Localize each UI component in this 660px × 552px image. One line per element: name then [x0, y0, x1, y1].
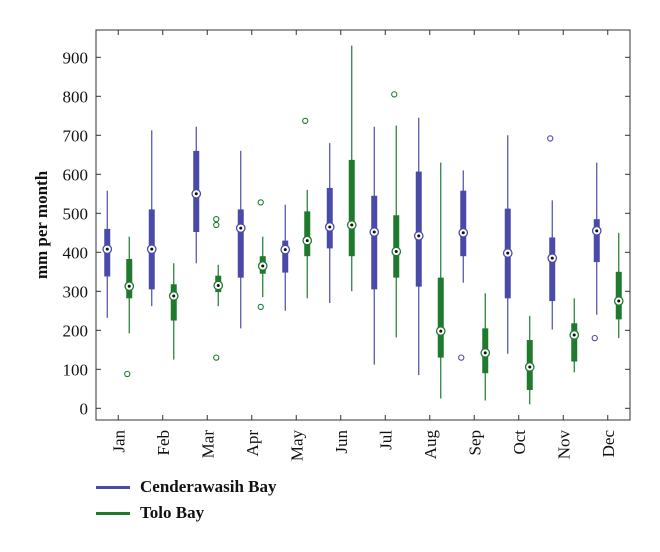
- outlier-tolo-mar: [213, 221, 220, 229]
- outlier-tolo-mar: [213, 354, 220, 361]
- outlier-cenderawasih-sep: [458, 354, 465, 361]
- box-tolo-feb: [170, 284, 177, 321]
- outlier-tolo-jan: [124, 370, 131, 378]
- median-dot-tolo-aug: [439, 329, 443, 333]
- box-tolo-jun: [348, 159, 355, 257]
- legend-swatch-tolo: [96, 511, 130, 515]
- plot-frame: [95, 29, 631, 421]
- y-tick-label: 400: [63, 243, 89, 262]
- x-tick-label-jan: Jan: [109, 430, 128, 453]
- box-cenderawasih-aug: [415, 171, 422, 287]
- x-tick-label-may: May: [287, 430, 306, 462]
- median-dot-cenderawasih-feb: [150, 247, 154, 251]
- outlier-tolo-may: [302, 117, 309, 125]
- y-tick-label: 800: [63, 87, 89, 106]
- legend-swatch-cenderawasih: [96, 485, 130, 489]
- legend-label-tolo: Tolo Bay: [140, 503, 205, 522]
- median-dot-cenderawasih-may: [283, 248, 287, 252]
- outlier-tolo-mar: [213, 215, 220, 223]
- legend-label-cenderawasih: Cenderawasih Bay: [140, 477, 277, 496]
- x-tick-label-dec: Dec: [599, 430, 618, 458]
- y-tick-label: 200: [63, 321, 89, 340]
- x-tick-label-mar: Mar: [198, 430, 217, 459]
- box-cenderawasih-apr: [237, 209, 244, 278]
- x-tick-label-apr: Apr: [243, 430, 262, 457]
- x-tick-label-feb: Feb: [154, 430, 173, 456]
- x-tick-label-jul: Jul: [376, 430, 395, 450]
- median-dot-cenderawasih-apr: [239, 226, 243, 230]
- y-tick-label: 900: [63, 48, 89, 67]
- x-tick-label-sep: Sep: [465, 430, 484, 456]
- y-tick-label: 300: [63, 282, 89, 301]
- median-dot-cenderawasih-nov: [550, 256, 554, 260]
- x-tick-label-nov: Nov: [554, 430, 573, 460]
- median-dot-tolo-may: [305, 239, 309, 243]
- outlier-tolo-jul: [391, 91, 398, 98]
- legend-item-cenderawasih: Cenderawasih Bay: [96, 474, 276, 500]
- outlier-cenderawasih-nov: [547, 135, 554, 142]
- outlier-tolo-apr: [257, 303, 264, 311]
- legend: Cenderawasih Bay Tolo Bay: [96, 474, 276, 526]
- median-dot-tolo-nov: [572, 333, 576, 337]
- box-tolo-jul: [393, 215, 400, 278]
- y-tick-label: 700: [63, 126, 89, 145]
- y-tick-label: 600: [63, 165, 89, 184]
- median-dot-tolo-mar: [216, 283, 220, 287]
- box-tolo-may: [304, 211, 311, 257]
- box-cenderawasih-sep: [460, 190, 467, 257]
- box-tolo-nov: [571, 323, 578, 362]
- median-dot-tolo-sep: [483, 351, 487, 355]
- box-cenderawasih-jul: [371, 195, 378, 290]
- median-dot-cenderawasih-dec: [595, 229, 599, 233]
- box-cenderawasih-nov: [549, 237, 556, 302]
- median-dot-cenderawasih-mar: [194, 192, 198, 196]
- median-dot-cenderawasih-oct: [506, 251, 510, 255]
- median-dot-tolo-jan: [127, 284, 131, 288]
- median-dot-tolo-apr: [261, 264, 265, 268]
- median-dot-tolo-jun: [350, 223, 354, 227]
- box-cenderawasih-jun: [326, 187, 333, 249]
- median-dot-tolo-dec: [617, 299, 621, 303]
- median-dot-cenderawasih-jun: [328, 225, 332, 229]
- box-cenderawasih-dec: [593, 219, 600, 263]
- y-axis-label: mm per month: [32, 170, 51, 279]
- box-cenderawasih-may: [282, 240, 289, 273]
- box-tolo-dec: [615, 271, 622, 320]
- box-tolo-jan: [126, 258, 133, 299]
- y-tick-label: 0: [80, 399, 89, 418]
- box-tolo-aug: [437, 277, 444, 358]
- x-tick-label-aug: Aug: [421, 430, 440, 460]
- median-dot-cenderawasih-aug: [417, 234, 421, 238]
- median-dot-tolo-feb: [172, 294, 176, 298]
- median-dot-cenderawasih-jul: [372, 230, 376, 234]
- y-tick-label: 100: [63, 360, 89, 379]
- x-tick-label-jun: Jun: [332, 430, 351, 454]
- x-tick-label-oct: Oct: [510, 430, 529, 455]
- outlier-tolo-apr: [257, 199, 264, 206]
- median-dot-tolo-jul: [394, 250, 398, 254]
- legend-item-tolo: Tolo Bay: [96, 500, 276, 526]
- y-tick-label: 500: [63, 204, 89, 223]
- median-dot-cenderawasih-sep: [461, 231, 465, 235]
- median-dot-tolo-oct: [528, 365, 532, 369]
- outlier-cenderawasih-dec: [591, 334, 598, 342]
- median-dot-cenderawasih-jan: [105, 247, 109, 251]
